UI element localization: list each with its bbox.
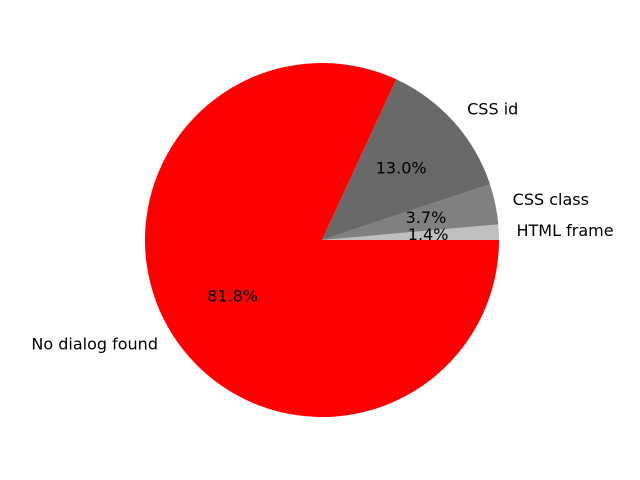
percent-label-css-id: 13.0% [376,159,427,178]
slice-labels: HTML frame CSS class CSS id No dialog found [31,100,613,354]
slice-label-css-class: CSS class [513,190,589,209]
slice-css-id [322,79,490,241]
percent-labels: 1.4%3.7% 13.0% 81.8% [207,159,448,306]
percent-label-no-dialog-found: 81.8% [207,287,258,306]
percent-label-html-frame: 1.4% [408,225,449,244]
slice-no-dialog-found [145,62,499,417]
slice-label-no-dialog-found: No dialog found [31,334,158,353]
pie-slices [145,62,499,417]
slice-html-frame [322,224,499,240]
percent-label-css-class: 3.7% [406,208,447,227]
slice-css-class [322,184,499,240]
slice-label-css-id: CSS id [467,100,518,119]
slice-label-html-frame: HTML frame [517,221,614,240]
